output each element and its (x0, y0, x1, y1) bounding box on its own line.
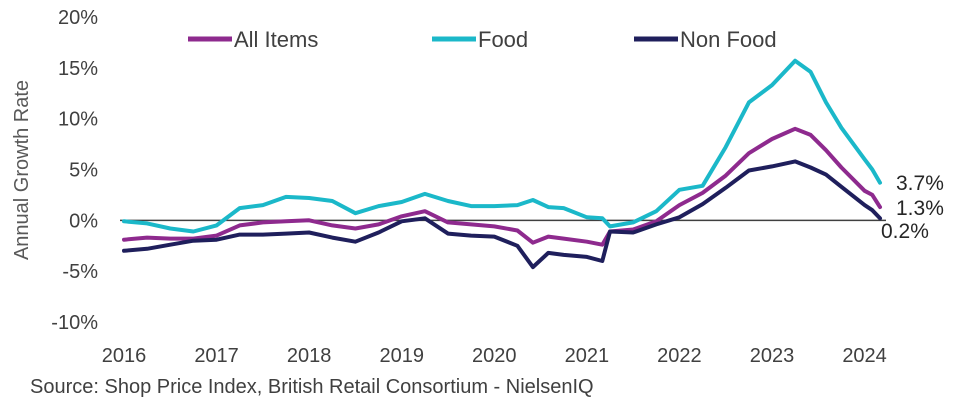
series-lines (122, 58, 882, 270)
y-axis-tick-labels: -10% -5% 0% 5% 10% 15% 20% (51, 7, 98, 334)
series-end-labels: 3.7%1.3%0.2% (881, 172, 944, 243)
x-tick-label: 2016 (102, 345, 147, 367)
legend-item: Non Food (634, 27, 777, 52)
legend-label: Non Food (680, 27, 777, 52)
y-tick-label: -10% (51, 312, 98, 334)
x-tick-label: 2019 (379, 345, 424, 367)
series-line-non-food (122, 159, 882, 270)
x-tick-label: 2022 (657, 345, 702, 367)
y-tick-label: 10% (58, 109, 98, 131)
y-tick-label: 20% (58, 7, 98, 29)
series-all-items (122, 126, 882, 247)
series-non-food (122, 159, 882, 270)
x-tick-label: 2024 (842, 345, 887, 367)
source-note: Source: Shop Price Index, British Retail… (30, 376, 594, 398)
y-tick-label: 0% (69, 210, 98, 232)
x-tick-label: 2018 (287, 345, 332, 367)
legend-item: All Items (188, 27, 318, 52)
legend-label: Food (478, 27, 528, 52)
end-value-label: 3.7% (896, 172, 944, 195)
y-axis-title: Annual Growth Rate (11, 80, 33, 260)
series-line-food (122, 58, 882, 234)
series-food (122, 58, 882, 234)
legend-label: All Items (234, 27, 318, 52)
y-tick-label: 15% (58, 58, 98, 80)
x-tick-label: 2020 (472, 345, 517, 367)
y-tick-label: 5% (69, 160, 98, 182)
x-tick-label: 2023 (750, 345, 795, 367)
end-value-label: 0.2% (881, 220, 929, 243)
y-tick-label: -5% (62, 261, 98, 283)
end-value-label: 1.3% (896, 197, 944, 220)
x-axis-tick-labels: 2016 2017 2018 2019 2020 2021 2022 2023 2024 (102, 345, 887, 367)
x-tick-label: 2017 (194, 345, 239, 367)
legend-item: Food (432, 27, 528, 52)
x-tick-label: 2021 (565, 345, 610, 367)
chart-legend: All Items Food Non Food (188, 27, 777, 52)
series-line-all-items (122, 126, 882, 247)
